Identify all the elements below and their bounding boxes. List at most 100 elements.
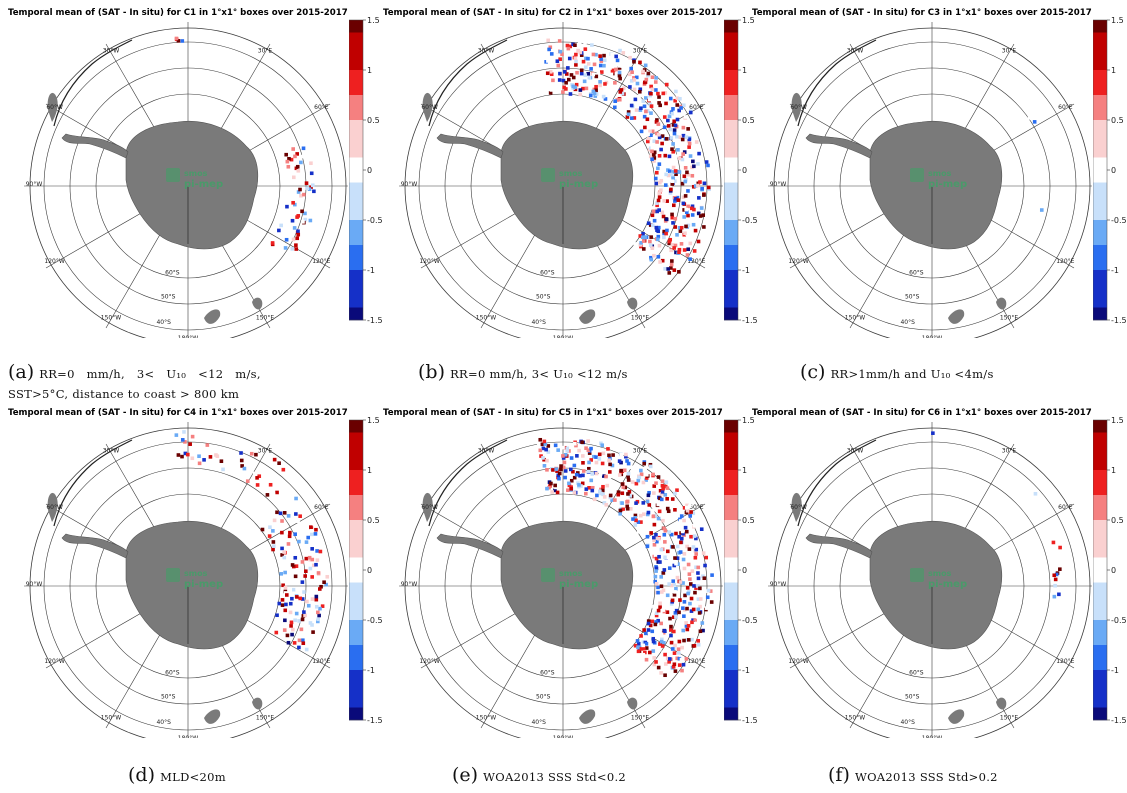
data-cell — [299, 160, 303, 165]
caption-d: (d) MLD<20m — [128, 764, 226, 786]
data-cell — [286, 640, 291, 645]
data-cell — [676, 651, 681, 655]
data-cell — [648, 154, 653, 159]
data-cell — [678, 519, 683, 523]
longitude-label: 180°W — [922, 335, 942, 338]
tasmania-landmass — [627, 697, 638, 710]
data-cell — [672, 131, 677, 136]
data-cell — [602, 58, 607, 63]
data-cell — [280, 603, 285, 607]
data-cell — [607, 458, 611, 463]
data-cell — [573, 87, 578, 92]
data-cell — [606, 447, 610, 451]
colorbar-segment — [349, 557, 363, 571]
data-cell — [545, 458, 549, 463]
antarctica-landmass — [869, 120, 1003, 250]
data-cell — [641, 501, 646, 505]
data-cell — [672, 170, 676, 174]
data-cell — [665, 656, 670, 661]
data-cell — [561, 456, 566, 460]
data-cell — [196, 437, 201, 442]
longitude-label: 30°E — [258, 448, 273, 455]
data-cell — [546, 444, 551, 448]
logo-cube-icon — [541, 568, 555, 582]
data-cell — [594, 74, 599, 79]
data-cell — [650, 87, 655, 92]
data-cell — [285, 593, 289, 597]
caption-text: RR=0 mm/h, 3< U₁₀ <12 m/s, — [39, 367, 261, 381]
data-cell — [673, 154, 678, 159]
data-cell — [568, 44, 573, 49]
data-cell — [559, 467, 563, 472]
data-cell — [670, 111, 675, 116]
colorbar-tick-label: 0.5 — [1111, 516, 1124, 525]
peninsula-landmass — [436, 133, 504, 159]
colorbar-segment — [349, 695, 363, 708]
data-cell — [576, 48, 580, 53]
data-cell — [305, 186, 310, 191]
data-cell — [646, 621, 651, 626]
data-cell — [599, 441, 603, 446]
data-cell — [677, 156, 682, 161]
data-cell — [594, 88, 598, 93]
data-cell — [563, 445, 567, 450]
data-cell — [641, 231, 645, 236]
data-cell — [580, 440, 584, 444]
colorbar-segment — [349, 682, 363, 696]
data-cell — [648, 623, 653, 628]
data-cell — [699, 634, 703, 639]
data-cell — [182, 430, 186, 434]
data-cell — [592, 91, 597, 96]
data-cell — [628, 494, 633, 498]
data-cell — [577, 41, 582, 46]
data-cell — [294, 564, 299, 568]
data-cell — [638, 513, 643, 518]
data-cell — [554, 467, 559, 471]
colorbar-segment — [724, 82, 738, 96]
data-cell — [300, 617, 305, 622]
data-cell — [283, 585, 288, 590]
data-cell — [682, 552, 687, 556]
data-cell — [283, 608, 288, 613]
data-cell — [682, 518, 686, 523]
data-cell — [650, 149, 654, 154]
data-cell — [677, 639, 682, 644]
panel-c4: Temporal mean of (SAT - In situ) for C4 … — [8, 408, 383, 738]
data-cell — [673, 590, 677, 594]
data-cell — [691, 511, 696, 516]
colorbar-tick-label: -1 — [742, 666, 750, 675]
data-cell — [285, 546, 290, 550]
data-cell — [628, 85, 632, 89]
data-cell — [669, 266, 673, 270]
data-cell — [688, 514, 693, 518]
data-cell — [663, 673, 667, 678]
data-cell — [645, 472, 649, 477]
latitude-label: 50°S — [905, 293, 920, 300]
peninsula-landmass — [61, 133, 129, 159]
data-cell — [549, 481, 553, 486]
data-cell — [318, 549, 323, 554]
longitude-label: 60°E — [1058, 504, 1073, 511]
colorbar-segment — [349, 145, 363, 158]
data-cell — [698, 597, 703, 601]
data-cell — [645, 534, 650, 539]
data-cell — [657, 191, 662, 196]
data-cell — [627, 72, 632, 77]
data-cell — [662, 199, 667, 203]
data-cell — [704, 160, 709, 164]
data-cell — [608, 495, 613, 500]
data-cell — [294, 496, 298, 501]
colorbar-segment — [1093, 682, 1107, 696]
data-cell — [643, 80, 647, 85]
data-cell — [577, 483, 581, 487]
data-cell — [653, 574, 658, 579]
data-cell — [678, 135, 683, 140]
data-cell — [701, 551, 706, 555]
data-cell — [648, 239, 652, 244]
data-cell — [600, 461, 605, 466]
data-cell — [669, 136, 674, 140]
data-cell — [598, 63, 603, 68]
data-cell — [685, 568, 690, 572]
data-cell — [681, 195, 686, 200]
